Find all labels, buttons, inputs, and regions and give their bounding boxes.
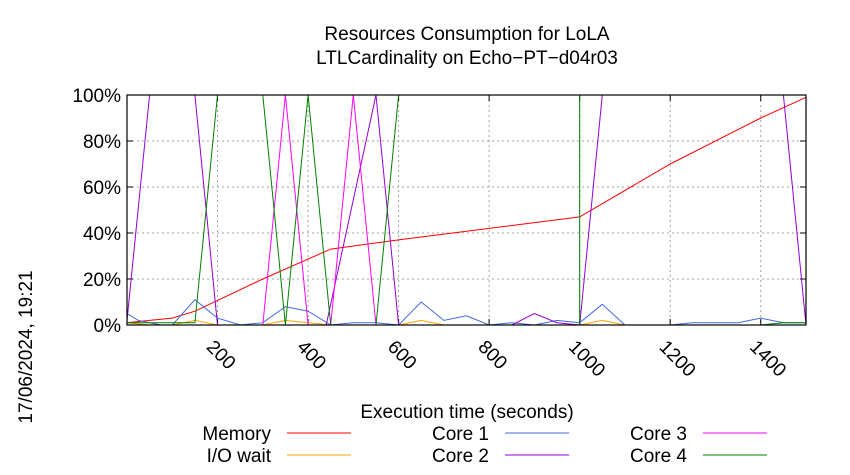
x-tick-label: 400 (293, 337, 330, 374)
grid-lines (127, 95, 806, 325)
chart-title: Resources Consumption for LoLA (324, 24, 609, 45)
legend-label-core-2: Core 2 (432, 446, 489, 467)
series-line-memory (126, 96, 807, 324)
x-axis-label: Execution time (seconds) (360, 402, 573, 423)
y-tick-label: 100% (72, 86, 121, 107)
x-tick-label: 1000 (564, 337, 609, 382)
series-lines (126, 94, 807, 326)
y-tick-label: 40% (83, 224, 121, 245)
series-line-core-2 (126, 94, 807, 326)
plot-frame (126, 94, 807, 326)
x-axis-ticks: 200 400 600 800 1000 1200 1400 (202, 95, 790, 381)
x-tick-label: 1200 (655, 337, 700, 382)
legend-label-core-4: Core 4 (630, 446, 687, 467)
legend-label-memory: Memory (202, 424, 271, 445)
x-tick-label: 800 (474, 337, 511, 374)
legend-label-core-1: Core 1 (432, 424, 489, 445)
y-tick-label: 80% (83, 132, 121, 153)
legend-label-i-o-wait: I/O wait (207, 446, 272, 467)
chart-subtitle: LTLCardinality on Echo−PT−d04r03 (316, 48, 618, 69)
timestamp: 17/06/2024, 19:21 (16, 270, 37, 423)
x-tick-label: 600 (383, 337, 420, 374)
series-line-core-3 (127, 94, 807, 326)
x-tick-label: 200 (202, 337, 239, 374)
legend-label-core-3: Core 3 (630, 424, 687, 445)
x-tick-label: 1400 (745, 337, 790, 382)
y-axis-ticks: 0% 20% 40% 60% 80% 100% (72, 86, 806, 337)
y-tick-label: 60% (83, 178, 121, 199)
series-line-core-4 (127, 94, 806, 326)
y-tick-label: 20% (83, 270, 121, 291)
series-line-core-1 (126, 299, 806, 326)
y-tick-label: 0% (94, 316, 122, 337)
